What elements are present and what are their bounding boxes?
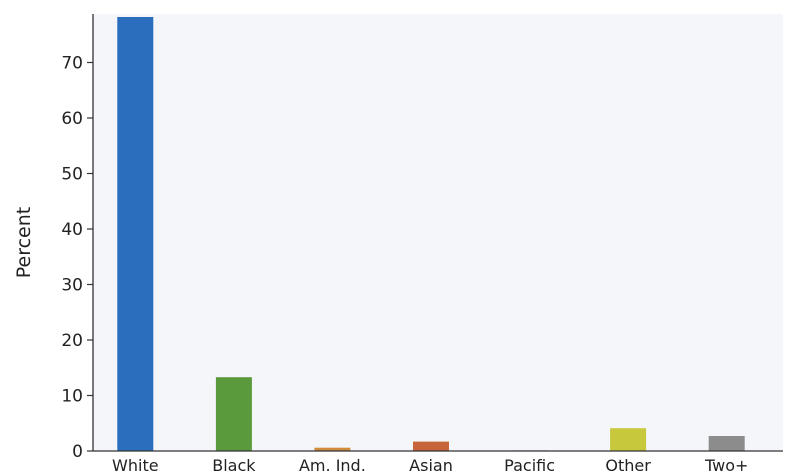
y-tick-label: 60 <box>61 109 83 129</box>
x-tick-label: White <box>112 456 159 473</box>
bar-black <box>215 377 252 451</box>
bar-other <box>610 428 647 451</box>
y-axis-title: Percent <box>13 207 35 279</box>
bar-asian <box>413 441 449 451</box>
y-tick-label: 70 <box>61 54 83 74</box>
y-tick-label: 10 <box>61 387 83 407</box>
axes-layer <box>92 14 783 452</box>
x-labels-layer: White Black Am. Ind. Asian Pacific Other Two+ <box>112 456 748 473</box>
y-tick-label: 30 <box>61 276 83 296</box>
bar-two <box>708 436 745 451</box>
x-tick-label: Black <box>212 456 256 473</box>
y-tick-label: 40 <box>61 220 83 240</box>
x-tick-label: Other <box>605 456 651 473</box>
y-ticks-layer: 0 10 20 30 40 50 60 70 <box>61 54 93 462</box>
y-tick-label: 20 <box>61 331 83 351</box>
plot-background <box>93 14 783 451</box>
bar-white <box>117 17 154 451</box>
y-tick-label: 50 <box>61 165 83 185</box>
x-tick-label: Asian <box>409 456 453 473</box>
bars-layer <box>117 17 745 451</box>
x-tick-label: Pacific <box>504 456 555 473</box>
y-tick-label: 0 <box>72 442 83 462</box>
x-tick-label: Am. Ind. <box>299 456 366 473</box>
bar-am-ind <box>314 447 351 451</box>
x-tick-label: Two+ <box>704 456 748 473</box>
